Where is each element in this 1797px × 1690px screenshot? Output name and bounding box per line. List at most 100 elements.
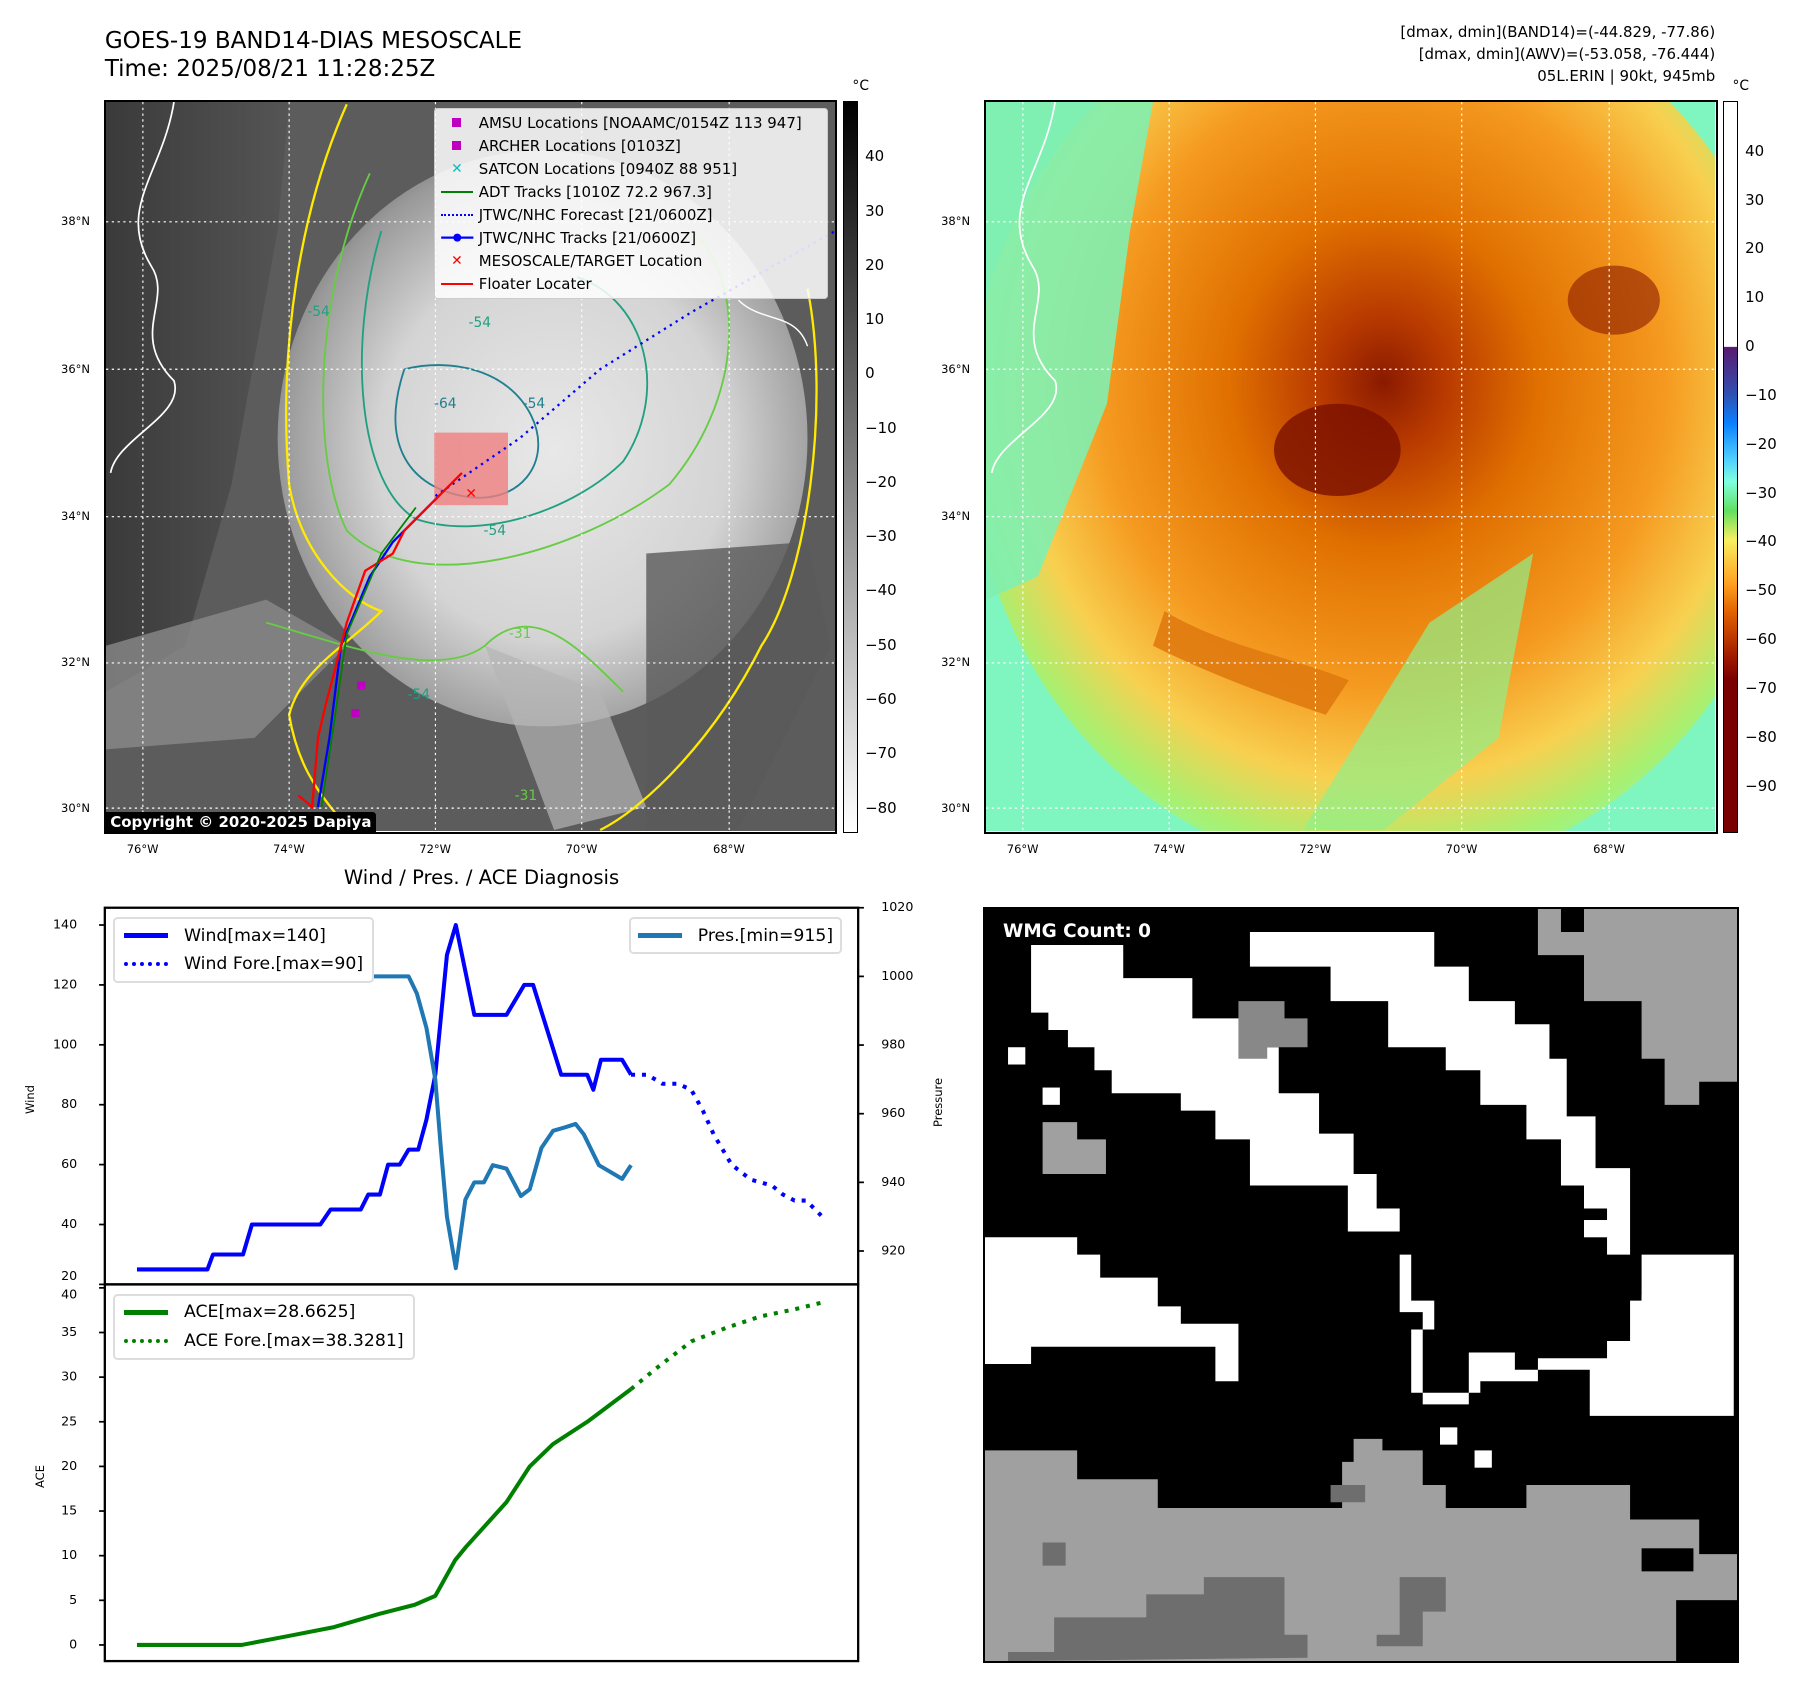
legend-amsu: AMSU Locations [NOAAMC/0154Z 113 947] <box>435 111 827 134</box>
lon-tick-label: 76°W <box>1006 842 1039 857</box>
pressure-tick-label: 920 <box>881 1242 905 1257</box>
diagnosis-chart: 2040608010012014092094096098010001020051… <box>53 899 913 1663</box>
lat-tick-label: 30°N <box>61 800 91 815</box>
legend-label: Wind[max=140] <box>183 925 326 946</box>
colorbar-tick-label: 30 <box>1745 190 1765 209</box>
wind-tick-label: 40 <box>61 1216 77 1231</box>
lat-tick-label: 36°N <box>941 361 971 376</box>
colorbar-tick-label: −80 <box>1745 727 1777 746</box>
pressure-tick-label: 960 <box>881 1105 905 1120</box>
wind-tick-label: 140 <box>53 916 77 931</box>
colorbar-tick-label: 20 <box>865 255 885 274</box>
lat-tick-label: 30°N <box>941 800 971 815</box>
ace-tick-label: 15 <box>61 1503 77 1518</box>
lat-tick-label: 34°N <box>941 509 971 524</box>
pressure-tick-label: 940 <box>881 1174 905 1189</box>
lon-tick-label: 74°W <box>1153 842 1185 857</box>
ace-tick-label: 5 <box>69 1592 77 1607</box>
ace-axes-frame <box>103 1283 860 1663</box>
pressure-tick-label: 1020 <box>881 899 913 914</box>
band14-map: ✕ AMSU Locations [NOAAMC/0154Z 113 947] … <box>103 100 838 834</box>
ace-axis-label: ACE <box>33 1465 48 1489</box>
pressure-tick-label: 1000 <box>881 968 913 983</box>
lon-tick-label: 70°W <box>1445 842 1478 857</box>
wind-forecast-line <box>631 1072 823 1217</box>
contour-label: -54 <box>483 522 507 539</box>
pressure-legend: Pres.[min=915] <box>628 916 843 955</box>
legend-satcon: ✕ SATCON Locations [0940Z 88 951] <box>435 157 827 180</box>
info-band14: [dmax, dmin](BAND14)=(-44.829, -77.86) <box>1400 23 1716 42</box>
colorbar-tick-label: −10 <box>1745 385 1777 404</box>
contour-label: -54 <box>522 395 546 412</box>
contour-label: -31 <box>508 626 532 643</box>
legend-archer: ARCHER Locations [0103Z] <box>435 134 827 157</box>
colorbar-unit: °C <box>1732 78 1750 95</box>
contour-label: -54 <box>407 687 431 704</box>
colorbar-tick-label: −20 <box>865 472 897 491</box>
green-line-icon <box>435 190 479 193</box>
chart-title: Wind / Pres. / ACE Diagnosis <box>343 866 620 890</box>
colorbar-tick-label: −90 <box>1745 776 1777 795</box>
wind-axis-label: Wind <box>23 1085 38 1114</box>
colorbar-tick-label: −40 <box>865 581 897 600</box>
legend-label: Wind Fore.[max=90] <box>183 954 364 975</box>
info-awv: [dmax, dmin](AWV)=(-53.058, -76.444) <box>1418 44 1716 63</box>
colorbar-tick-label: 20 <box>1745 239 1765 258</box>
colorbar-tick-label: −50 <box>1745 581 1777 600</box>
colorbar-tick-label: −20 <box>1745 434 1777 453</box>
colorbar-tick-label: 10 <box>1745 288 1765 307</box>
colorbar-tick-label: −70 <box>865 744 897 763</box>
wind-tick-label: 80 <box>61 1096 77 1111</box>
lon-tick-label: 72°W <box>1299 842 1332 857</box>
colorbar-tick-label: −30 <box>1745 483 1777 502</box>
lat-tick-label: 34°N <box>61 509 91 524</box>
ace-forecast-line <box>629 1300 822 1391</box>
wind-tick-label: 60 <box>61 1156 77 1171</box>
wmg-classification-map <box>984 908 1737 1661</box>
colorbar-tick-label: −80 <box>865 798 897 817</box>
band14-colorbar <box>843 101 859 833</box>
map-legend: AMSU Locations [NOAAMC/0154Z 113 947] AR… <box>433 107 828 299</box>
colorbar-tick-label: −70 <box>1745 678 1777 697</box>
magenta-square-icon <box>435 141 479 151</box>
colorbar-tick-label: −40 <box>1745 532 1777 551</box>
colorbar-tick-label: −10 <box>865 418 897 437</box>
awv-map <box>983 100 1718 834</box>
contour-label: -31 <box>514 787 538 804</box>
colorbar-tick-label: 30 <box>865 201 885 220</box>
colorbar-tick-label: 0 <box>865 364 875 383</box>
lon-tick-label: 76°W <box>126 842 159 857</box>
colorbar-tick-label: −60 <box>865 690 897 708</box>
red-line-icon <box>435 282 479 286</box>
ace-tick-label: 35 <box>61 1324 77 1339</box>
colorbar-tick-label: 40 <box>1745 141 1765 160</box>
colorbar-unit: °C <box>852 78 869 95</box>
pressure-tick-label: 980 <box>881 1037 905 1052</box>
copyright-badge: Copyright © 2020-2025 Dapiya <box>105 811 377 832</box>
solid-line-icon <box>124 933 168 938</box>
lat-tick-label: 32°N <box>941 655 971 670</box>
pressure-axis-label: Pressure <box>930 1077 945 1127</box>
blue-dotted-line-icon <box>435 213 479 216</box>
wmg-count-badge: WMG Count: 0 <box>994 918 1160 945</box>
solid-line-icon <box>637 933 682 938</box>
ace-tick-label: 10 <box>61 1547 77 1562</box>
legend-label: Pres.[min=915] <box>697 925 834 946</box>
ace-tick-label: 0 <box>69 1636 77 1651</box>
lon-tick-label: 72°W <box>419 842 452 857</box>
contour-label: -54 <box>307 303 330 320</box>
contour-label: -54 <box>468 315 492 332</box>
lat-tick-label: 32°N <box>61 655 91 670</box>
legend-tracks: JTWC/NHC Tracks [21/0600Z] <box>435 226 827 249</box>
colorbar-tick-label: 40 <box>865 147 885 166</box>
figure-time: Time: 2025/08/21 11:28:25Z <box>104 56 436 83</box>
contour-label: -64 <box>433 395 457 412</box>
wmg-panel: WMG Count: 0 <box>982 906 1740 1664</box>
lat-tick-label: 36°N <box>61 361 91 376</box>
dotted-line-icon <box>124 1339 168 1344</box>
blue-line-dot-icon <box>435 233 479 242</box>
wind-tick-label: 120 <box>53 976 77 991</box>
wind-legend: Wind[max=140] Wind Fore.[max=90] <box>112 916 375 984</box>
wind-line <box>136 922 633 1272</box>
dotted-line-icon <box>124 962 168 968</box>
